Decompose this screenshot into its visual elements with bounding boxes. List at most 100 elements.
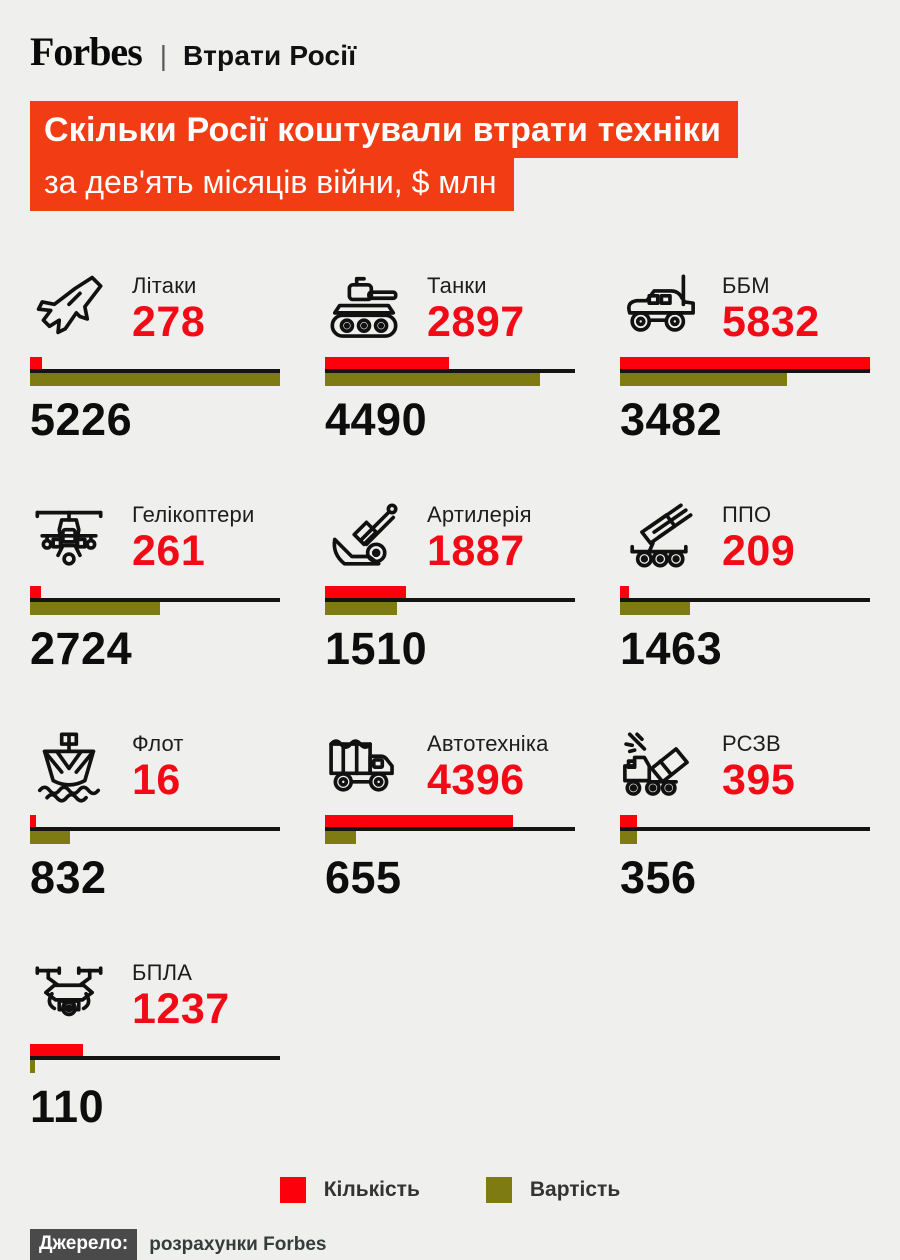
category-item: БПЛА 1237 110 bbox=[30, 956, 280, 1133]
chart-subtitle: за дев'ять місяців війни, $ млн bbox=[30, 158, 514, 211]
legend-quantity-label: Кількість bbox=[323, 1178, 420, 1201]
category-item: Танки 2897 4490 bbox=[325, 269, 575, 446]
cost-value: 655 bbox=[325, 852, 402, 903]
category-item: Автотехніка 4396 655 bbox=[325, 727, 575, 904]
quantity-bar bbox=[30, 357, 42, 369]
quantity-bar bbox=[325, 815, 514, 827]
cost-value: 832 bbox=[30, 852, 107, 903]
source-footer: Джерело: розрахунки Forbes bbox=[30, 1229, 870, 1260]
category-label: Танки bbox=[427, 273, 487, 298]
axis-line bbox=[620, 598, 870, 602]
mlrs-icon bbox=[620, 727, 698, 807]
jet-icon bbox=[30, 269, 108, 349]
cost-bar bbox=[30, 1060, 36, 1073]
category-item: ППО 209 1463 bbox=[620, 498, 870, 675]
category-item: Літаки 278 5226 bbox=[30, 269, 280, 446]
cost-bar bbox=[620, 831, 638, 844]
quantity-value: 16 bbox=[132, 756, 181, 804]
axis-line bbox=[325, 369, 575, 373]
bar-group bbox=[30, 815, 280, 844]
brand-header: Forbes | Втрати Росії bbox=[30, 28, 870, 75]
category-item: Гелікоптери 261 2724 bbox=[30, 498, 280, 675]
quantity-value: 5832 bbox=[722, 298, 820, 346]
quantity-swatch-icon bbox=[279, 1177, 306, 1203]
category-label: БПЛА bbox=[132, 960, 193, 985]
cost-value: 1463 bbox=[620, 623, 723, 674]
axis-line bbox=[30, 1056, 280, 1060]
bar-group bbox=[30, 1044, 280, 1073]
category-item: РСЗВ 395 356 bbox=[620, 727, 870, 904]
axis-line bbox=[30, 369, 280, 373]
legend-cost-label: Вартість bbox=[529, 1178, 621, 1201]
category-label: Літаки bbox=[132, 273, 197, 298]
axis-line bbox=[325, 598, 575, 602]
quantity-bar bbox=[325, 357, 450, 369]
chart-title-block: Скільки Росії коштували втрати техніки з… bbox=[30, 101, 870, 211]
drone-icon bbox=[30, 956, 108, 1036]
bar-group bbox=[620, 357, 870, 386]
chart-title: Скільки Росії коштували втрати техніки bbox=[30, 101, 739, 158]
legend-item-cost: Вартість bbox=[485, 1177, 621, 1203]
tank-icon bbox=[325, 269, 403, 349]
category-label: Флот bbox=[132, 731, 184, 756]
quantity-bar bbox=[620, 357, 870, 369]
cost-bar bbox=[30, 602, 161, 615]
source-text: розрахунки Forbes bbox=[149, 1233, 327, 1255]
categories-grid: Літаки 278 5226 Танки 2897 4490 bbox=[30, 269, 870, 1133]
category-item: ББМ 5832 3482 bbox=[620, 269, 870, 446]
artillery-icon bbox=[325, 498, 403, 578]
quantity-value: 4396 bbox=[427, 756, 525, 804]
cost-bar bbox=[325, 373, 540, 386]
air-defense-icon bbox=[620, 498, 698, 578]
brand-divider: | bbox=[159, 40, 168, 71]
quantity-bar bbox=[620, 586, 629, 598]
cost-bar bbox=[620, 373, 787, 386]
chart-legend: Кількість Вартість bbox=[30, 1177, 870, 1203]
axis-line bbox=[620, 827, 870, 831]
cost-value: 5226 bbox=[30, 394, 133, 445]
category-label: РСЗВ bbox=[722, 731, 781, 756]
armored-vehicle-icon bbox=[620, 269, 698, 349]
cost-value: 356 bbox=[620, 852, 697, 903]
quantity-value: 261 bbox=[132, 527, 206, 575]
quantity-bar bbox=[30, 815, 36, 827]
source-label: Джерело: bbox=[30, 1229, 138, 1260]
bar-group bbox=[325, 815, 575, 844]
category-label: Гелікоптери bbox=[132, 502, 255, 527]
quantity-value: 1887 bbox=[427, 527, 525, 575]
axis-line bbox=[30, 827, 280, 831]
cost-bar bbox=[325, 831, 357, 844]
cost-bar bbox=[30, 373, 280, 386]
legend-item-quantity: Кількість bbox=[279, 1177, 420, 1203]
forbes-logo: Forbes bbox=[30, 29, 143, 74]
quantity-bar bbox=[30, 1044, 84, 1056]
cost-value: 110 bbox=[30, 1081, 105, 1132]
cost-bar bbox=[30, 831, 70, 844]
quantity-value: 1237 bbox=[132, 985, 230, 1033]
bar-group bbox=[620, 815, 870, 844]
category-label: Автотехніка bbox=[427, 731, 549, 756]
category-label: Артилерія bbox=[427, 502, 532, 527]
cost-bar bbox=[325, 602, 398, 615]
quantity-value: 395 bbox=[722, 756, 796, 804]
ship-icon bbox=[30, 727, 108, 807]
cost-value: 3482 bbox=[620, 394, 723, 445]
axis-line bbox=[30, 598, 280, 602]
quantity-value: 2897 bbox=[427, 298, 525, 346]
cost-value: 2724 bbox=[30, 623, 133, 674]
cost-value: 4490 bbox=[325, 394, 428, 445]
category-label: ББМ bbox=[722, 273, 770, 298]
cost-value: 1510 bbox=[325, 623, 428, 674]
bar-group bbox=[30, 357, 280, 386]
cost-swatch-icon bbox=[485, 1177, 512, 1203]
quantity-value: 209 bbox=[722, 527, 796, 575]
quantity-bar bbox=[30, 586, 42, 598]
brand-section-title: Втрати Росії bbox=[183, 40, 357, 71]
bar-group bbox=[325, 357, 575, 386]
truck-icon bbox=[325, 727, 403, 807]
category-item: Артилерія 1887 1510 bbox=[325, 498, 575, 675]
quantity-value: 278 bbox=[132, 298, 206, 346]
quantity-bar bbox=[325, 586, 406, 598]
category-label: ППО bbox=[722, 502, 772, 527]
